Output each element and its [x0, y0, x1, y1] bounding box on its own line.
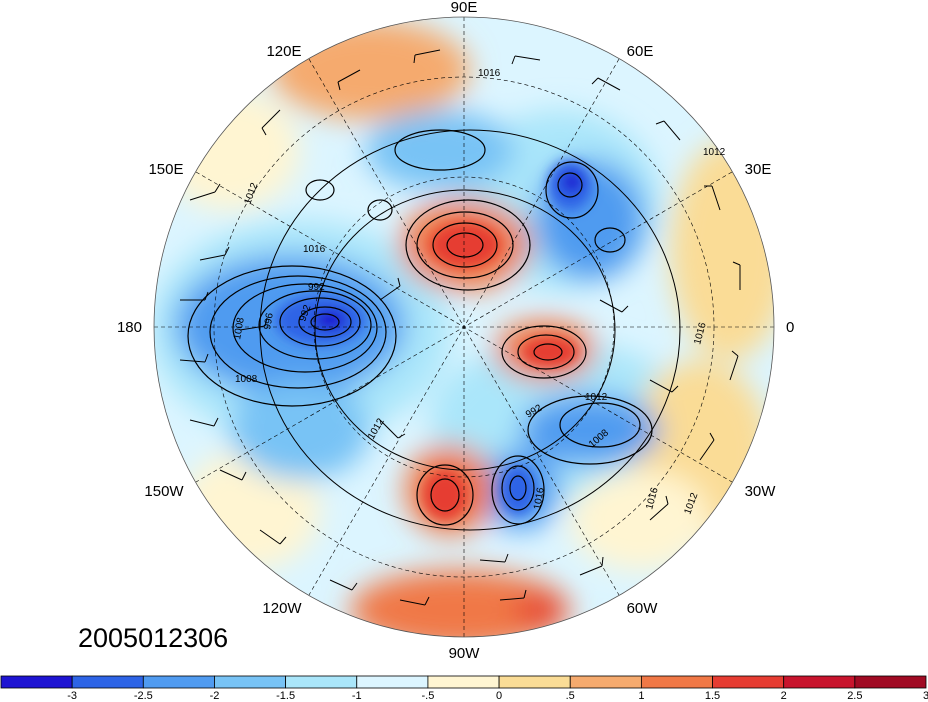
- colorbar-tick-label: -2.5: [134, 690, 153, 702]
- colorbar-swatch: [427, 675, 500, 689]
- longitude-labels: 90E 60E 30E 0 30W 60W 90W 120W 150W 180 …: [117, 0, 794, 662]
- lon-label-120w: 120W: [262, 600, 302, 617]
- contour-label: 1016: [303, 244, 326, 255]
- colorbar-tick-label: 3: [923, 690, 928, 702]
- colorbar-swatch: [71, 675, 144, 689]
- contour-label: 1012: [585, 392, 608, 403]
- lon-label-90w: 90W: [449, 645, 481, 662]
- colorbar-tick-label: 1: [638, 690, 644, 702]
- colorbar-swatch: [356, 675, 429, 689]
- colorbar-tick-label: -1.5: [276, 690, 295, 702]
- colorbar-tick-label: 1.5: [705, 690, 720, 702]
- contour-label: 1016: [532, 486, 547, 510]
- colorbar-tick-label: 0: [496, 690, 502, 702]
- colorbar-swatch: [854, 675, 927, 689]
- lon-label-0: 0: [786, 319, 794, 336]
- contour-label: 1012: [703, 147, 726, 158]
- colorbar-swatch: [214, 675, 287, 689]
- contour-label: 1008: [232, 316, 247, 340]
- anomaly-shading: [154, 17, 774, 637]
- colorbar-tick-label: -2: [210, 690, 220, 702]
- wind-barbs: [179, 49, 741, 606]
- lon-label-30w: 30W: [745, 483, 777, 500]
- colorbar-tick-label: 2.5: [847, 690, 862, 702]
- colorbar-swatch: [0, 675, 73, 689]
- contour-labels: 1016 1012 1012 1016 992 996 1008 1008 99…: [232, 68, 726, 516]
- contour-label: 992: [308, 282, 325, 293]
- colorbar-tick-label: -.5: [422, 690, 435, 702]
- lon-label-60w: 60W: [627, 600, 659, 617]
- lon-label-150e: 150E: [148, 161, 183, 178]
- graticule: [154, 17, 774, 637]
- colorbar-swatch: [142, 675, 215, 689]
- colorbar-swatch: [640, 675, 713, 689]
- lon-label-90e: 90E: [451, 0, 478, 16]
- contour-label: 1008: [235, 374, 258, 385]
- colorbar-swatch: [285, 675, 358, 689]
- colorbar-swatch: [498, 675, 571, 689]
- lon-label-120e: 120E: [266, 43, 301, 60]
- colorbar-swatch: [569, 675, 642, 689]
- isobar-contours: [187, 129, 681, 531]
- lon-label-30e: 30E: [745, 161, 772, 178]
- colorbar-swatch: [712, 675, 785, 689]
- colorbar-tick-label: 2: [781, 690, 787, 702]
- lon-label-150w: 150W: [144, 483, 184, 500]
- map-border: [153, 16, 775, 638]
- colorbar-tick-label: .5: [566, 690, 575, 702]
- colorbar-tick-label: -1: [352, 690, 362, 702]
- colorbar-swatch: [783, 675, 856, 689]
- lon-label-180: 180: [117, 319, 142, 336]
- colorbar-tick-label: -3: [67, 690, 77, 702]
- contour-label: 1016: [478, 68, 501, 79]
- contour-label: 996: [262, 312, 276, 331]
- colorbar: -3 -2.5 -2 -1.5 -1 -.5 0 .5 1 1.5 2 2.5 3: [0, 675, 928, 702]
- timestamp-label: 2005012306: [78, 623, 228, 653]
- lon-label-60e: 60E: [627, 43, 654, 60]
